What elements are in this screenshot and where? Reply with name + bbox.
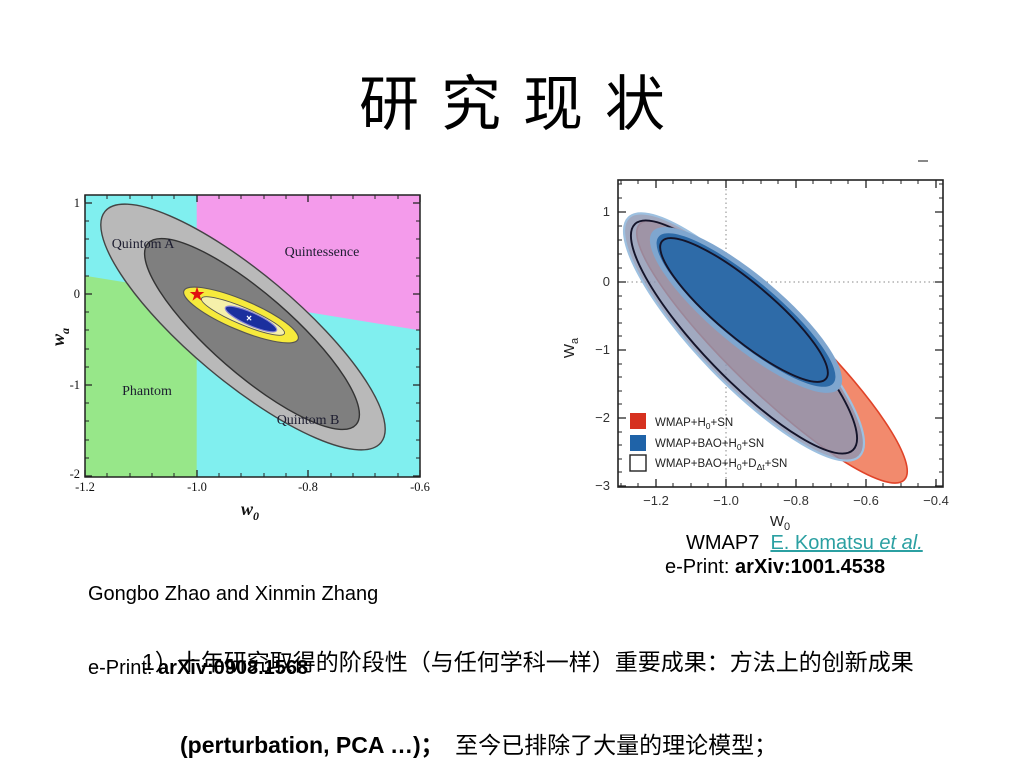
y-axis-label: Wa	[561, 337, 581, 358]
note-1-text: 1）十年研究取得的阶段性（与任何学科一样）重要成果：方法上的创新成果	[142, 649, 914, 675]
axis-ticks	[618, 180, 943, 487]
x-minor-ticks	[106, 195, 399, 477]
y-major-ticks	[618, 211, 943, 487]
wmap-contours	[622, 212, 909, 484]
legend-2-sub1: 0	[737, 442, 742, 452]
region-label-phantom: Phantom	[122, 384, 172, 399]
y-major-ticks	[85, 202, 420, 477]
komatsu-link[interactable]: E. Komatsu et al.	[770, 532, 922, 554]
legend-3-sub2: Δt	[757, 462, 766, 472]
x-tick-m06: -0.6	[410, 480, 430, 494]
wmap-bao-h0-ddt-sn-68-contour	[659, 237, 829, 383]
x-major-ticks	[655, 180, 937, 487]
tick-labels: 1 0 −1 −2 −3 −1.2 −1.0 −0.8 −0.6 −0.4	[595, 204, 949, 508]
legend-2-part1: WMAP+BAO+H	[655, 438, 737, 450]
legend-swatch-open	[629, 454, 647, 472]
legend-3-part3: +SN	[765, 458, 788, 470]
y-axis-label-sub: a	[58, 328, 72, 334]
y-minor-ticks	[618, 183, 943, 473]
y-tick-m2: -2	[70, 467, 80, 481]
lcdm-star-marker: ★	[188, 285, 205, 306]
y-axis-label-main: w	[50, 333, 68, 346]
x-axis-label-main: W	[770, 513, 785, 530]
legend-1-part1: WMAP+H	[655, 417, 706, 429]
legend-3-part1: WMAP+BAO+H	[655, 458, 737, 470]
eprint-id: arXiv:0908.1568	[158, 656, 309, 679]
left-citation-authors: Gongbo Zhao and Xinmin Zhang	[88, 583, 379, 605]
komatsu-link-etal[interactable]: et al.	[879, 532, 923, 554]
left-citation: Gongbo Zhao and Xinmin Zhang e-Print: ar…	[88, 533, 378, 729]
note-line-1: 1）十年研究取得的阶段性（与任何学科一样）重要成果：方法上的创新成果	[142, 649, 1012, 677]
note-1b-bold: (perturbation, PCA …)；	[180, 731, 433, 758]
x-tick-m04: −0.4	[923, 493, 949, 508]
eprint-id: arXiv:1001.4538	[735, 556, 886, 578]
legend-1-part2: +SN	[711, 417, 734, 429]
eprint-label: e-Print:	[88, 656, 159, 679]
legend: WMAP+H0+SN WMAP+BAO+H0+SN WMAP+BAO+H0+DΔ…	[629, 413, 787, 472]
slide-title: 研究现状	[359, 72, 687, 138]
y-axis-label: wa	[50, 328, 72, 346]
region-labels: Quintom A Quintessence Phantom Quintom B	[112, 237, 360, 428]
right-citation-line1: WMAP7 E. Komatsu et al.	[686, 531, 923, 556]
axes-frame	[617, 179, 944, 488]
legend-label-wmap-h0-sn: WMAP+H0+SN	[655, 417, 733, 431]
x-tick-m08: −0.8	[783, 493, 809, 508]
x-axis-label-main: w	[241, 499, 254, 519]
y-tick-1: 1	[603, 204, 610, 219]
region-label-quintom-a: Quintom A	[112, 237, 176, 252]
blue-bestfit-contour	[224, 305, 278, 333]
x-minor-ticks	[620, 180, 919, 487]
legend-label-wmap-bao-h0-ddt-sn: WMAP+BAO+H0+DΔt+SN	[655, 458, 787, 472]
right-citation-line2: e-Print: arXiv:1001.4538	[665, 555, 885, 580]
y-tick-m3: −3	[595, 478, 610, 493]
x-tick-m08: -0.8	[298, 480, 318, 494]
legend-swatch-red	[630, 413, 646, 429]
x-axis-label: w0	[241, 499, 259, 523]
note-1b-rest: 至今已排除了大量的理论模型；	[432, 731, 778, 758]
axes-frame	[84, 194, 421, 478]
legend-3-sub1: 0	[737, 462, 742, 472]
komatsu-link-name[interactable]: E. Komatsu	[770, 532, 880, 554]
x-axis-label: W0	[770, 513, 790, 530]
right-figure-wmap7-constraints: WMAP+H0+SN WMAP+BAO+H0+SN WMAP+BAO+H0+DΔ…	[561, 160, 949, 530]
legend-2-part2: +SN	[742, 438, 765, 450]
y-tick-m1: -1	[70, 378, 80, 392]
y-axis-label-sub: a	[569, 337, 581, 344]
y-tick-0: 0	[603, 274, 610, 289]
note-line-1b: (perturbation, PCA …)； 至今已排除了大量的理论模型；	[142, 732, 1012, 760]
wmap7-label: WMAP7	[686, 532, 771, 554]
legend-3-part2: +D	[742, 458, 757, 470]
bestfit-x-marker: ×	[246, 314, 252, 325]
legend-swatch-blue	[630, 435, 646, 451]
x-tick-m12: −1.2	[643, 493, 669, 508]
region-label-quintom-b: Quintom B	[277, 413, 340, 428]
y-tick-m1: −1	[595, 342, 610, 357]
summary-notes: 1）十年研究取得的阶段性（与任何学科一样）重要成果：方法上的创新成果 (pert…	[142, 594, 1012, 768]
eprint-label: e-Print:	[665, 556, 736, 578]
x-tick-m10: −1.0	[713, 493, 739, 508]
y-minor-ticks	[85, 220, 420, 459]
legend-1-sub1: 0	[706, 421, 711, 431]
y-tick-1: 1	[74, 196, 80, 210]
x-tick-m12: -1.2	[75, 480, 95, 494]
wmap-bao-h0-sn-68-contour	[656, 233, 836, 387]
x-axis-label-sub: 0	[253, 509, 259, 523]
x-tick-m10: -1.0	[187, 480, 207, 494]
y-tick-m2: −2	[595, 410, 610, 425]
tick-labels: 1 0 -1 -2 -1.2 -1.0 -0.8 -0.6	[70, 196, 430, 494]
x-axis-label-sub: 0	[784, 521, 790, 530]
x-tick-m06: −0.6	[853, 493, 879, 508]
confidence-contours	[100, 203, 386, 451]
legend-label-wmap-bao-h0-sn: WMAP+BAO+H0+SN	[655, 438, 764, 452]
region-label-quintessence: Quintessence	[285, 245, 360, 260]
left-figure-quintom-plane: ★ × Quintom A Quintessence Phantom Quint…	[50, 194, 430, 523]
y-tick-0: 0	[74, 287, 80, 301]
y-axis-label-main: W	[561, 343, 578, 358]
left-citation-eprint: e-Print: arXiv:0908.1568	[88, 656, 378, 681]
